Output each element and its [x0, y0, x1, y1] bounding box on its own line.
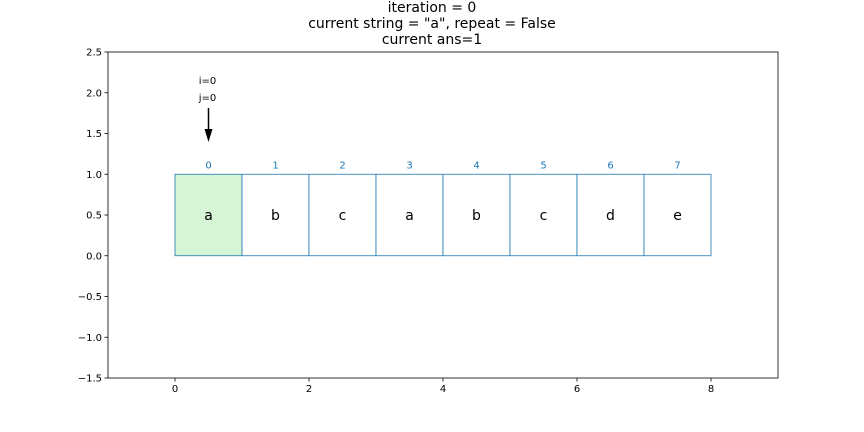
y-tick-label: −0.5	[78, 292, 102, 303]
y-axis: 2.5 2.0 1.5 1.0 0.5 0.0 −0.5 −1.0 −1.5	[78, 48, 108, 385]
array-cell-box	[308, 173, 377, 257]
array-cell-char: a	[405, 208, 414, 224]
title-line-current-string: current string = "a", repeat = False	[308, 16, 556, 32]
x-tick-label: 8	[708, 384, 714, 395]
y-tick-label: 0.0	[86, 251, 102, 262]
y-tick-label: −1.5	[78, 374, 102, 385]
array-cell-char: c	[339, 208, 347, 224]
array-cell-char: d	[606, 208, 615, 224]
array-cell-char: e	[673, 208, 682, 224]
pointer-label: j=0	[198, 93, 217, 104]
array-cell-char: a	[204, 208, 213, 224]
title-line-current-ans: current ans=1	[381, 32, 483, 48]
title-line-iteration: iteration = 0	[387, 0, 477, 16]
pointer-label: i=0	[199, 76, 217, 87]
y-tick-label: 1.0	[86, 170, 102, 181]
array-index-label: 4	[473, 160, 479, 171]
array-cell-char: b	[472, 208, 481, 224]
array-cell-box	[241, 173, 310, 257]
x-tick-label: 6	[574, 384, 580, 395]
array-cell-char: c	[540, 208, 548, 224]
array-cell-box	[509, 173, 578, 257]
array-index-label: 7	[674, 160, 680, 171]
y-tick-label: 2.0	[86, 88, 102, 99]
array-index-label: 2	[339, 160, 345, 171]
array-cell-char: b	[271, 208, 280, 224]
y-tick-label: 1.5	[86, 129, 102, 140]
array-cell-box	[442, 173, 511, 257]
array-cell-box	[375, 173, 444, 257]
array-cell-box	[174, 173, 243, 257]
array-index-label: 6	[607, 160, 613, 171]
y-tick-label: 2.5	[86, 48, 102, 59]
array-cells: a 0 b 1 c 2 a 3 b 4 c 5 d 6 e 7	[174, 160, 712, 257]
array-cell-box	[643, 173, 712, 257]
x-tick-label: 4	[440, 384, 446, 395]
y-tick-label: −1.0	[78, 333, 102, 344]
x-tick-label: 2	[306, 384, 312, 395]
array-index-label: 1	[272, 160, 278, 171]
array-cell-box	[576, 173, 645, 257]
y-tick-label: 0.5	[86, 211, 102, 222]
x-axis: 0 2 4 6 8	[172, 378, 714, 395]
pointer: i=0 j=0	[198, 76, 217, 142]
array-index-label: 0	[205, 160, 211, 171]
chart-title: iteration = 0 current string = "a", repe…	[0, 0, 864, 48]
array-index-label: 5	[540, 160, 546, 171]
array-index-label: 3	[406, 160, 412, 171]
x-tick-label: 0	[172, 384, 178, 395]
pointer-arrow-head	[204, 129, 213, 142]
